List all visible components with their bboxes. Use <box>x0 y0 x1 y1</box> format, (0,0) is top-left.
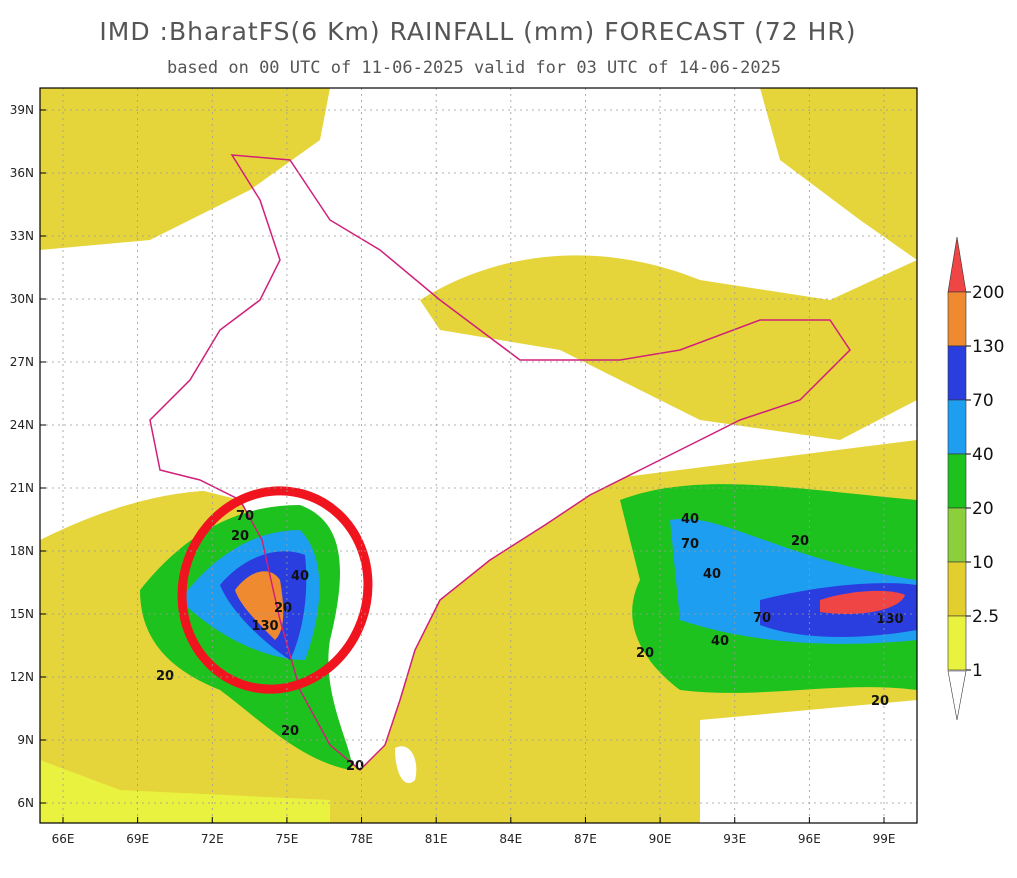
colorbar-segment <box>947 345 967 401</box>
contour-label: 20 <box>156 669 174 684</box>
lon-label: 99E <box>873 832 896 846</box>
contour-label: 20 <box>791 534 809 549</box>
lon-label: 84E <box>499 832 522 846</box>
rain-light <box>40 760 330 823</box>
rain-bay-red <box>820 590 905 615</box>
lon-label: 72E <box>201 832 224 846</box>
colorbar-label: 200 <box>972 283 1004 303</box>
lat-label: 30N <box>10 292 34 306</box>
contour-label: 20 <box>346 759 364 774</box>
colorbar: 200 130 70 40 20 10 2.5 1 <box>947 236 1004 721</box>
contour-label: 40 <box>681 512 699 527</box>
lat-label: 9N <box>17 733 34 747</box>
lat-label: 18N <box>10 544 34 558</box>
axis-ticks: 39N 36N 33N 30N 27N 24N 21N 18N 15N 12N 9N 6N 66E 69E… <box>10 103 896 846</box>
colorbar-segment <box>947 291 967 347</box>
india-border <box>149 154 851 772</box>
contour-label: 130 <box>876 612 903 627</box>
contour-label: 20 <box>274 601 292 616</box>
colorbar-segment <box>947 453 967 509</box>
colorbar-segment <box>947 561 967 617</box>
lat-label: 24N <box>10 418 34 432</box>
lat-label: 39N <box>10 103 34 117</box>
contour-label: 130 <box>251 619 278 634</box>
lon-label: 96E <box>798 832 821 846</box>
rain-northeast <box>760 88 917 260</box>
contour-label: 70 <box>753 611 771 626</box>
lat-label: 21N <box>10 481 34 495</box>
colorbar-label: 1 <box>972 661 983 681</box>
contour-label: 40 <box>711 634 729 649</box>
map-frame <box>39 87 918 824</box>
rain-west-orange <box>235 571 284 640</box>
lon-label: 81E <box>425 832 448 846</box>
lon-label: 75E <box>275 832 298 846</box>
subtitle: based on 00 UTC of 11-06-2025 valid for … <box>167 58 781 78</box>
colorbar-segment <box>947 507 967 563</box>
colorbar-label: 20 <box>972 499 994 519</box>
contour-label: 20 <box>871 694 889 709</box>
lon-label: 93E <box>723 832 746 846</box>
dry-area <box>700 700 917 823</box>
colorbar-cap <box>947 670 967 721</box>
contour-label: 40 <box>703 567 721 582</box>
contour-label: 20 <box>636 646 654 661</box>
lat-label: 33N <box>10 229 34 243</box>
lon-label: 69E <box>126 832 149 846</box>
rain-north <box>40 88 330 250</box>
lon-label: 87E <box>574 832 597 846</box>
contour-label: 20 <box>281 724 299 739</box>
colorbar-segment <box>947 615 967 671</box>
colorbar-label: 130 <box>972 337 1004 357</box>
colorbar-label: 40 <box>972 445 994 465</box>
contour-label: 70 <box>681 537 699 552</box>
lon-label: 78E <box>350 832 373 846</box>
colorbar-label: 10 <box>972 553 994 573</box>
lon-label: 90E <box>649 832 672 846</box>
contour-label: 70 <box>236 509 254 524</box>
map: 20 40 70 20 130 20 20 40 70 40 130 40 20 70 20 20 20 <box>39 87 918 824</box>
contour-label: 20 <box>231 529 249 544</box>
lat-label: 27N <box>10 355 34 369</box>
lat-label: 15N <box>10 607 34 621</box>
rain-himalaya <box>420 255 917 440</box>
contour-label: 40 <box>291 569 309 584</box>
lat-label: 12N <box>10 670 34 684</box>
lat-label: 36N <box>10 166 34 180</box>
colorbar-label: 70 <box>972 391 994 411</box>
sri-lanka <box>395 746 417 784</box>
colorbar-segment <box>947 399 967 455</box>
title: IMD :BharatFS(6 Km) RAINFALL (mm) FORECA… <box>99 17 856 46</box>
colorbar-label: 2.5 <box>972 607 999 627</box>
lon-label: 66E <box>52 832 75 846</box>
lat-label: 6N <box>17 796 34 810</box>
highlight-circle <box>177 486 373 694</box>
